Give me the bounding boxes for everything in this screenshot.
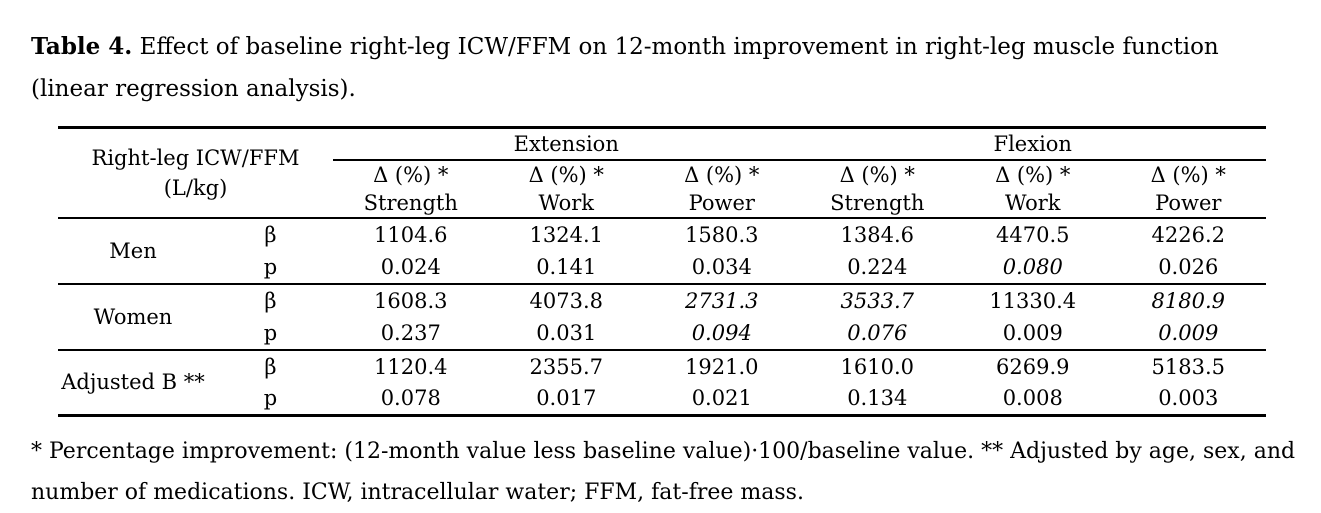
column-header-flexion-power: Δ (%) * Power	[1110, 159, 1266, 219]
delta-label: Δ (%) *	[373, 162, 449, 187]
cell-value: 6269.9	[955, 348, 1111, 383]
column-header-flexion-strength: Δ (%) * Strength	[799, 159, 955, 219]
cell-value: 4073.8	[488, 282, 644, 317]
row-label-women: Women	[58, 282, 208, 350]
cell-value: 1608.3	[333, 282, 489, 317]
row-label-adjusted: Adjusted B **	[58, 348, 208, 416]
cell-value: 0.021	[691, 386, 752, 411]
measure-label: Strength	[830, 190, 925, 215]
table-caption: Table 4. Effect of baseline right-leg IC…	[0, 0, 1321, 110]
table-caption-label: Table 4.	[31, 33, 133, 60]
sub-header-row: Δ (%) * Strength Δ (%) * Work Δ (%) * Po…	[58, 159, 1266, 219]
row-header-unit: (L/kg)	[163, 175, 228, 200]
cell-value: 1324.1	[529, 222, 603, 247]
cell-value: 0.237	[380, 320, 441, 345]
cell-value: 0.003	[1158, 386, 1219, 411]
stat-label: β	[264, 222, 277, 247]
stat-label: p	[263, 254, 278, 279]
stat-label: β	[208, 348, 333, 383]
table-row-women-p: p 0.237 0.031 0.094 0.076 0.009 0.009	[58, 317, 1266, 350]
measure-label: Work	[1004, 190, 1061, 215]
stat-label: β	[208, 282, 333, 317]
delta-label: Δ (%) *	[839, 162, 915, 187]
column-header-extension-work: Δ (%) * Work	[488, 159, 644, 219]
cell-value: 0.008	[1002, 386, 1063, 411]
cell-value: 0.031	[536, 320, 597, 345]
cell-value: 0.134	[847, 386, 908, 411]
cell-value: 0.141	[536, 254, 597, 279]
cell-value: 1580.3	[685, 222, 759, 247]
cell-value: 0.224	[847, 254, 908, 279]
row-header-title: Right-leg ICW/FFM	[91, 145, 300, 170]
cell-value: 0.026	[1158, 254, 1219, 279]
cell-value: 0.009	[1002, 320, 1063, 345]
cell-value: 1104.6	[374, 222, 448, 247]
row-label-men: Men	[109, 238, 157, 263]
delta-label: Δ (%) *	[684, 162, 760, 187]
regression-table: Right-leg ICW/FFM (L/kg) Extension Flexi…	[58, 126, 1266, 417]
cell-value: 0.078	[380, 386, 441, 411]
delta-label: Δ (%) *	[528, 162, 604, 187]
group-header-row: Right-leg ICW/FFM (L/kg) Extension Flexi…	[58, 127, 1266, 219]
cell-value: 1384.6	[840, 222, 914, 247]
cell-value: 0.017	[536, 386, 597, 411]
cell-value: 4470.5	[996, 222, 1070, 247]
cell-value: 1120.4	[333, 348, 489, 383]
cell-value: 2731.3	[644, 282, 800, 317]
cell-value: 0.080	[1002, 254, 1063, 279]
group-header-extension: Extension	[333, 127, 800, 161]
measure-label: Strength	[363, 190, 458, 215]
table-row-adjusted-beta: Adjusted B ** β 1120.4 2355.7 1921.0 161…	[58, 348, 1266, 416]
delta-label: Δ (%) *	[1150, 162, 1226, 187]
cell-value: 0.034	[691, 254, 752, 279]
cell-value: 0.024	[380, 254, 441, 279]
group-header-flexion: Flexion	[799, 127, 1266, 161]
cell-value: 0.009	[1158, 320, 1219, 345]
cell-value: 0.076	[847, 320, 908, 345]
table-row-men-beta: Men β 1104.6 1324.1 1580.3 1384.6 4470.5…	[58, 218, 1266, 263]
table-row-women-beta: Women β 1608.3 4073.8 2731.3 3533.7 1133…	[58, 282, 1266, 350]
cell-value: 8180.9	[1110, 282, 1266, 317]
cell-value: 0.094	[691, 320, 752, 345]
cell-value: 3533.7	[799, 282, 955, 317]
table-row-adjusted-p: p 0.078 0.017 0.021 0.134 0.008 0.003	[58, 383, 1266, 416]
column-header-flexion-work: Δ (%) * Work	[955, 159, 1111, 219]
table-caption-text: Effect of baseline right-leg ICW/FFM on …	[31, 34, 1219, 102]
stat-label: p	[263, 320, 278, 345]
measure-label: Work	[538, 190, 595, 215]
cell-value: 4226.2	[1151, 222, 1225, 247]
cell-value: 1921.0	[644, 348, 800, 383]
row-header: Right-leg ICW/FFM (L/kg)	[58, 127, 333, 219]
measure-label: Power	[688, 190, 755, 215]
table-footnote: * Percentage improvement: (12-month valu…	[31, 439, 1296, 505]
delta-label: Δ (%) *	[995, 162, 1071, 187]
cell-value: 5183.5	[1110, 348, 1266, 383]
cell-value: 2355.7	[488, 348, 644, 383]
cell-value: 11330.4	[955, 282, 1111, 317]
cell-value: 1610.0	[799, 348, 955, 383]
column-header-extension-power: Δ (%) * Power	[644, 159, 800, 219]
stat-label: p	[263, 386, 278, 411]
measure-label: Power	[1155, 190, 1222, 215]
column-header-extension-strength: Δ (%) * Strength	[333, 159, 489, 219]
table-row-men-p: p 0.024 0.141 0.034 0.224 0.080 0.026	[58, 251, 1266, 284]
